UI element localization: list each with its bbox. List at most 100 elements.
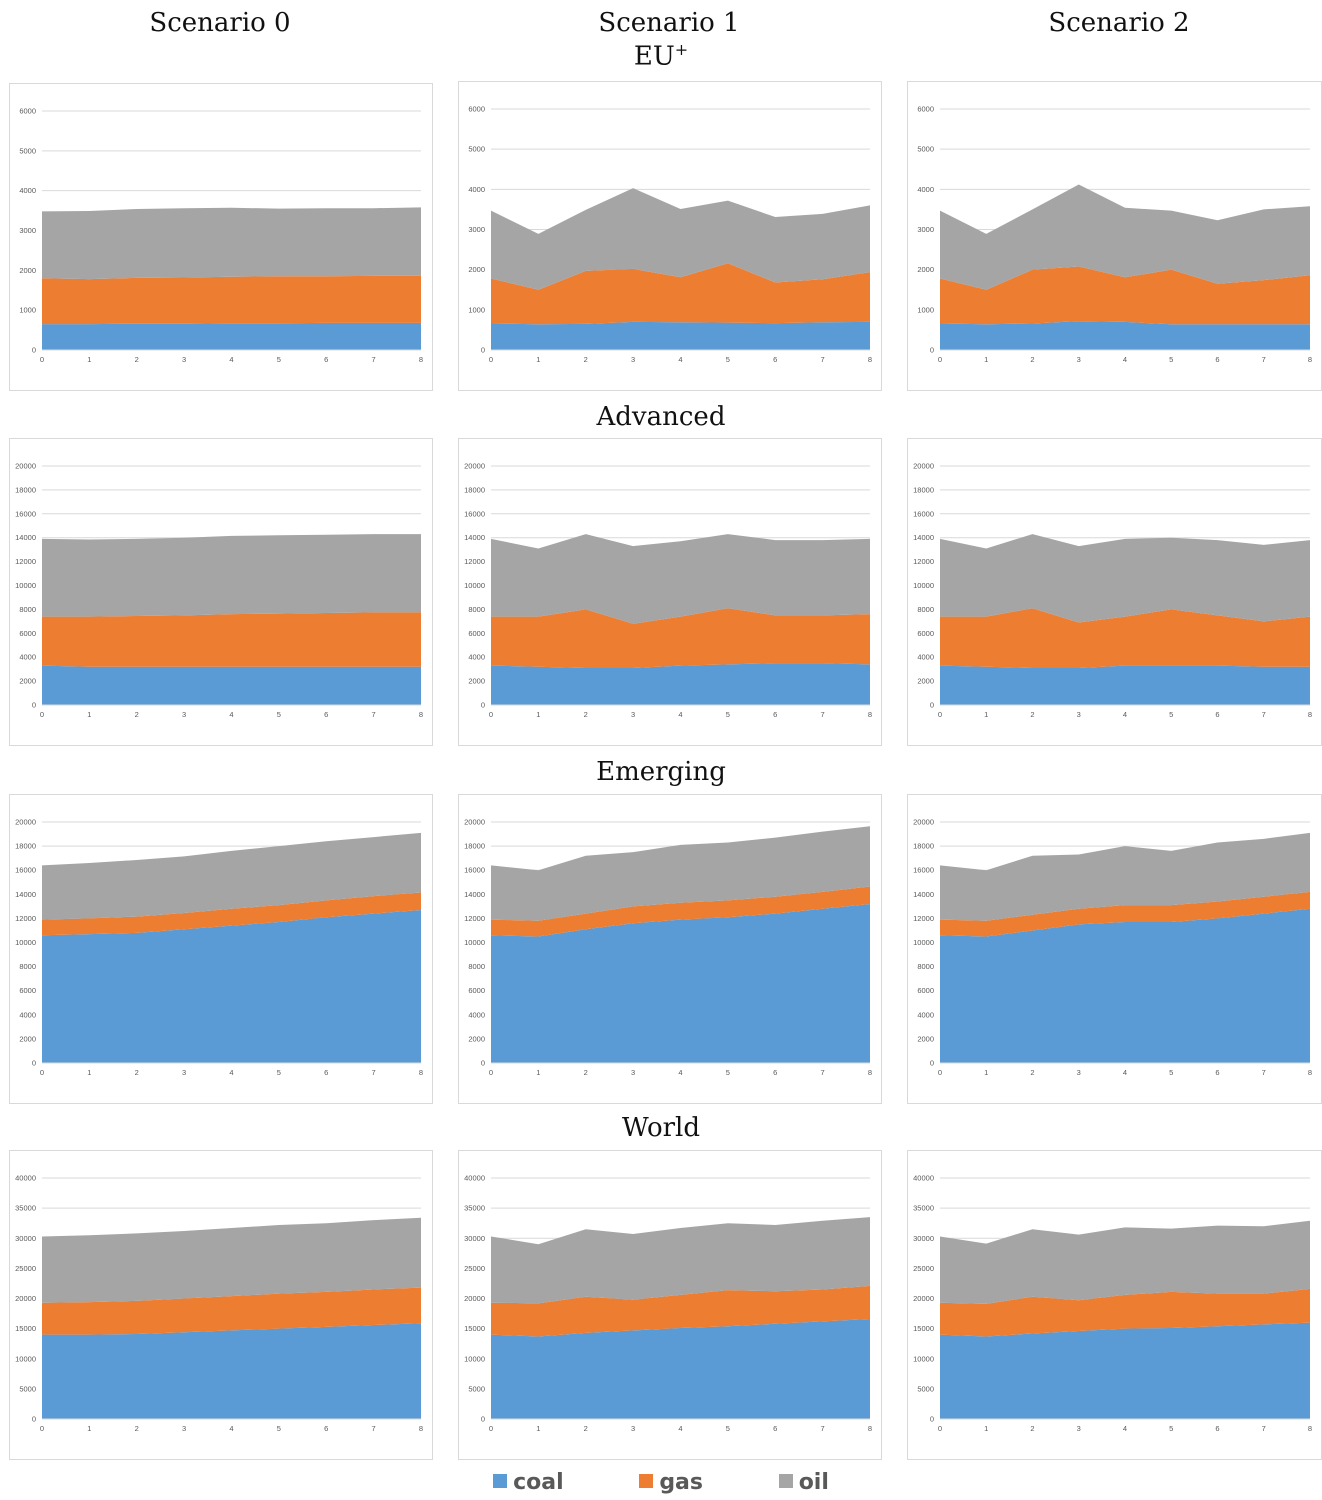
y-tick-label: 16000 (15, 866, 36, 875)
y-tick-label: 0 (930, 701, 934, 710)
x-tick-label: 8 (868, 355, 872, 364)
x-tick-label: 1 (984, 355, 988, 364)
area-gas (940, 266, 1310, 325)
y-tick-label: 0 (481, 346, 485, 355)
x-tick-label: 6 (773, 710, 777, 719)
x-tick-label: 7 (1262, 355, 1266, 364)
area-oil (940, 832, 1310, 921)
y-tick-label: 2000 (917, 677, 934, 686)
y-tick-label: 5000 (468, 145, 485, 154)
x-tick-label: 0 (938, 355, 942, 364)
y-tick-label: 0 (481, 1059, 485, 1068)
x-tick-label: 0 (40, 710, 44, 719)
chart-advanced-scenario-2: 0 2000 4000 6000 8000 10000 12000 14000 16000 180… (907, 438, 1322, 746)
x-tick-label: 1 (536, 1068, 540, 1077)
area-gas (42, 892, 421, 936)
y-tick-label: 16000 (464, 509, 485, 518)
chart-eu-scenario-2: 0 1000 2000 3000 4000 5000 6000 0 1 2 3 4 5 6 7 8 (907, 81, 1322, 391)
x-tick-label: 6 (1215, 1424, 1219, 1433)
legend-item-coal: coal (493, 1470, 564, 1495)
y-tick-label: 12000 (913, 914, 934, 923)
area-oil (42, 832, 421, 920)
x-tick-label: 1 (984, 1424, 988, 1433)
area-gas (940, 608, 1310, 668)
y-tick-label: 12000 (15, 914, 36, 923)
y-tick-label: 14000 (15, 890, 36, 899)
y-tick-label: 6000 (468, 105, 485, 114)
y-tick-label: 40000 (15, 1174, 36, 1183)
chart-svg: 0 5000 10000 15000 20000 25000 30000 35000 40000… (15, 1174, 423, 1434)
row-header-advanced: Advanced (596, 402, 726, 432)
y-tick-label: 8000 (19, 962, 36, 971)
y-tick-label: 6000 (19, 629, 36, 638)
y-tick-label: 25000 (913, 1264, 934, 1273)
area-oil (940, 1220, 1310, 1304)
x-tick-label: 5 (277, 1068, 281, 1077)
legend-swatch-oil (778, 1474, 793, 1488)
y-tick-label: 0 (32, 701, 36, 710)
chart-svg: 0200040006000800010000120001400016000180… (15, 462, 423, 720)
y-tick-label: 2000 (917, 1034, 934, 1043)
x-tick-label: 3 (1077, 1068, 1081, 1077)
chart-svg: 0 1000 2000 3000 4000 5000 6000 0 1 2 3 4 5 6 7 8 (468, 105, 872, 365)
x-tick-label: 3 (182, 710, 186, 719)
x-tick-label: 3 (1077, 1424, 1081, 1433)
x-tick-label: 4 (229, 1424, 233, 1433)
area-gas (940, 891, 1310, 937)
y-tick-label: 16000 (464, 866, 485, 875)
x-tick-label: 5 (1169, 1424, 1173, 1433)
x-tick-label: 7 (1262, 1068, 1266, 1077)
x-tick-label: 5 (726, 1424, 730, 1433)
area-coal (940, 908, 1310, 1063)
x-tick-label: 6 (1215, 355, 1219, 364)
x-tick-label: 5 (1169, 355, 1173, 364)
x-tick-label: 1 (536, 710, 540, 719)
chart-svg: 0 5000 10000 15000 20000 25000 30000 35000 40000… (464, 1174, 872, 1434)
chart-svg: 0200040006000800010000120001400016000180… (464, 818, 872, 1078)
y-tick-label: 0 (481, 1415, 485, 1424)
x-tick-label: 6 (1215, 710, 1219, 719)
area-coal (940, 321, 1310, 350)
chart-svg: 0200040006000800010000120001400016000180… (913, 462, 1312, 720)
chart-world-scenario-1: 0 5000 10000 15000 20000 25000 30000 35000 40000… (458, 1150, 882, 1460)
y-tick-label: 25000 (464, 1264, 485, 1273)
y-tick-label: 8000 (468, 962, 485, 971)
x-tick-label: 0 (489, 710, 493, 719)
y-tick-label: 20000 (913, 818, 934, 827)
y-tick-label: 12000 (913, 557, 934, 566)
x-tick-label: 0 (40, 1424, 44, 1433)
area-oil (42, 1217, 421, 1303)
chart-svg: 0 5000 10000 15000 20000 25000 30000 35000 40000… (913, 1174, 1312, 1434)
x-tick-label: 3 (182, 1068, 186, 1077)
legend-label-oil: oil (798, 1470, 829, 1495)
x-tick-label: 1 (87, 710, 91, 719)
y-tick-label: 10000 (913, 1354, 934, 1363)
area-coal (42, 322, 421, 350)
area-coal (42, 1323, 421, 1419)
y-tick-label: 3000 (19, 226, 36, 235)
y-tick-label: 5000 (917, 145, 934, 154)
x-tick-label: 1 (87, 1068, 91, 1077)
x-tick-label: 5 (1169, 710, 1173, 719)
x-tick-label: 0 (489, 355, 493, 364)
x-tick-label: 2 (1030, 710, 1034, 719)
y-tick-label: 1000 (19, 306, 36, 315)
x-tick-label: 3 (182, 1424, 186, 1433)
x-tick-label: 8 (419, 710, 423, 719)
y-tick-label: 20000 (15, 462, 36, 471)
x-tick-label: 6 (773, 355, 777, 364)
y-tick-label: 30000 (15, 1234, 36, 1243)
y-tick-label: 10000 (913, 938, 934, 947)
y-tick-label: 5000 (917, 1384, 934, 1393)
area-coal (491, 903, 870, 1063)
y-tick-label: 5000 (19, 146, 36, 155)
y-tick-label: 0 (930, 1415, 934, 1424)
x-tick-label: 4 (229, 710, 233, 719)
chart-svg: 0 1000 2000 3000 4000 5000 6000 0 1 2 3 4 5 6 7 8 (19, 107, 423, 365)
y-tick-label: 5000 (468, 1384, 485, 1393)
y-tick-label: 8000 (917, 605, 934, 614)
legend: coal gas oil (0, 1470, 1322, 1495)
x-tick-label: 7 (1262, 710, 1266, 719)
y-tick-label: 8000 (19, 605, 36, 614)
x-tick-label: 2 (584, 355, 588, 364)
